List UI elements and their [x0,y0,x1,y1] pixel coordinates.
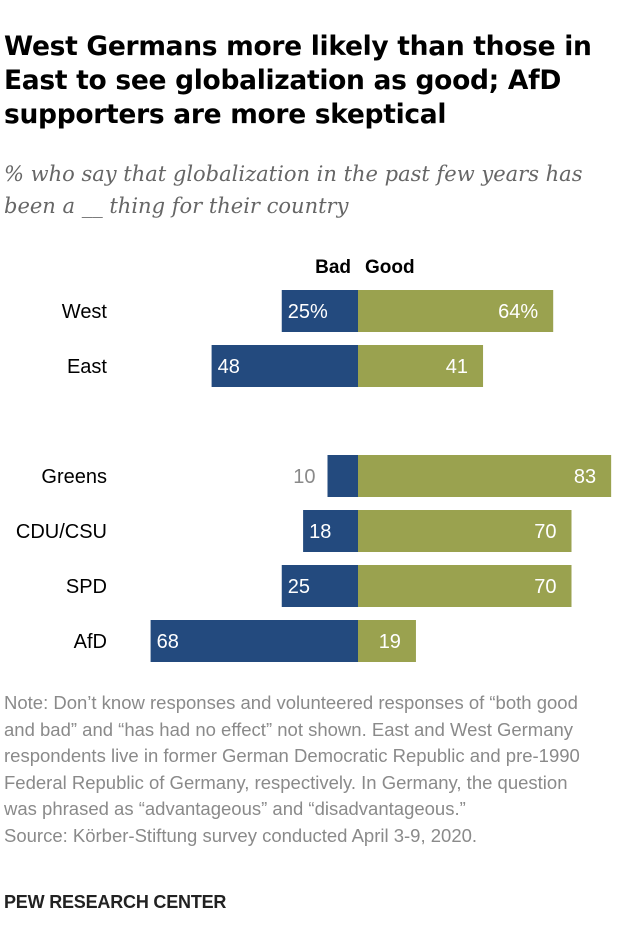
category-label-spd: SPD [66,576,107,598]
label-good-afd: 19 [379,631,401,653]
bar-bad-afd [150,620,358,662]
bar-bad-cdu-csu [303,510,358,552]
category-label-greens: Greens [41,466,107,488]
label-bad-cdu-csu: 18 [309,521,331,543]
label-bad-east: 48 [218,356,240,378]
bar-good-greens [358,455,612,497]
chart-subtitle: % who say that globalization in the past… [4,162,583,218]
chart-note-block: Note: Don’t know responses and volunteer… [4,690,604,849]
label-bad-greens: 10 [293,466,315,488]
label-bad-afd: 68 [157,631,179,653]
chart-title: West Germans more likely than those in E… [4,31,592,130]
diverging-bar-chart: Bad Good West 25% 64% East 48 41 Greens 10 83 CDU/C… [16,257,612,662]
bar-good-west [358,290,554,332]
chart-note: Note: Don’t know responses and volunteer… [4,692,580,819]
label-good-west: 64% [498,301,538,323]
label-bad-spd: 25 [288,576,310,598]
label-good-greens: 83 [574,466,596,488]
label-good-cdu-csu: 70 [534,521,556,543]
category-label-east: East [67,356,107,378]
category-label-cdu-csu: CDU/CSU [16,521,107,543]
pew-logo: PEW RESEARCH CENTER [4,892,227,912]
bar-bad-spd [281,565,358,607]
category-label-afd: AfD [74,631,107,653]
bar-bad-east [211,345,358,387]
label-good-spd: 70 [534,576,556,598]
label-bad-west: 25% [288,301,328,323]
chart-source: Source: Körber-Stiftung survey conducted… [4,824,478,846]
bar-good-cdu-csu [358,510,572,552]
bar-bad-greens [327,455,358,497]
bar-bad-west [281,290,358,332]
category-label-west: West [62,301,108,323]
bar-good-afd [358,620,416,662]
bar-good-east [358,345,484,387]
label-good-east: 41 [446,356,468,378]
bar-good-spd [358,565,572,607]
legend-bad: Bad [315,257,351,278]
legend-good: Good [365,257,415,278]
